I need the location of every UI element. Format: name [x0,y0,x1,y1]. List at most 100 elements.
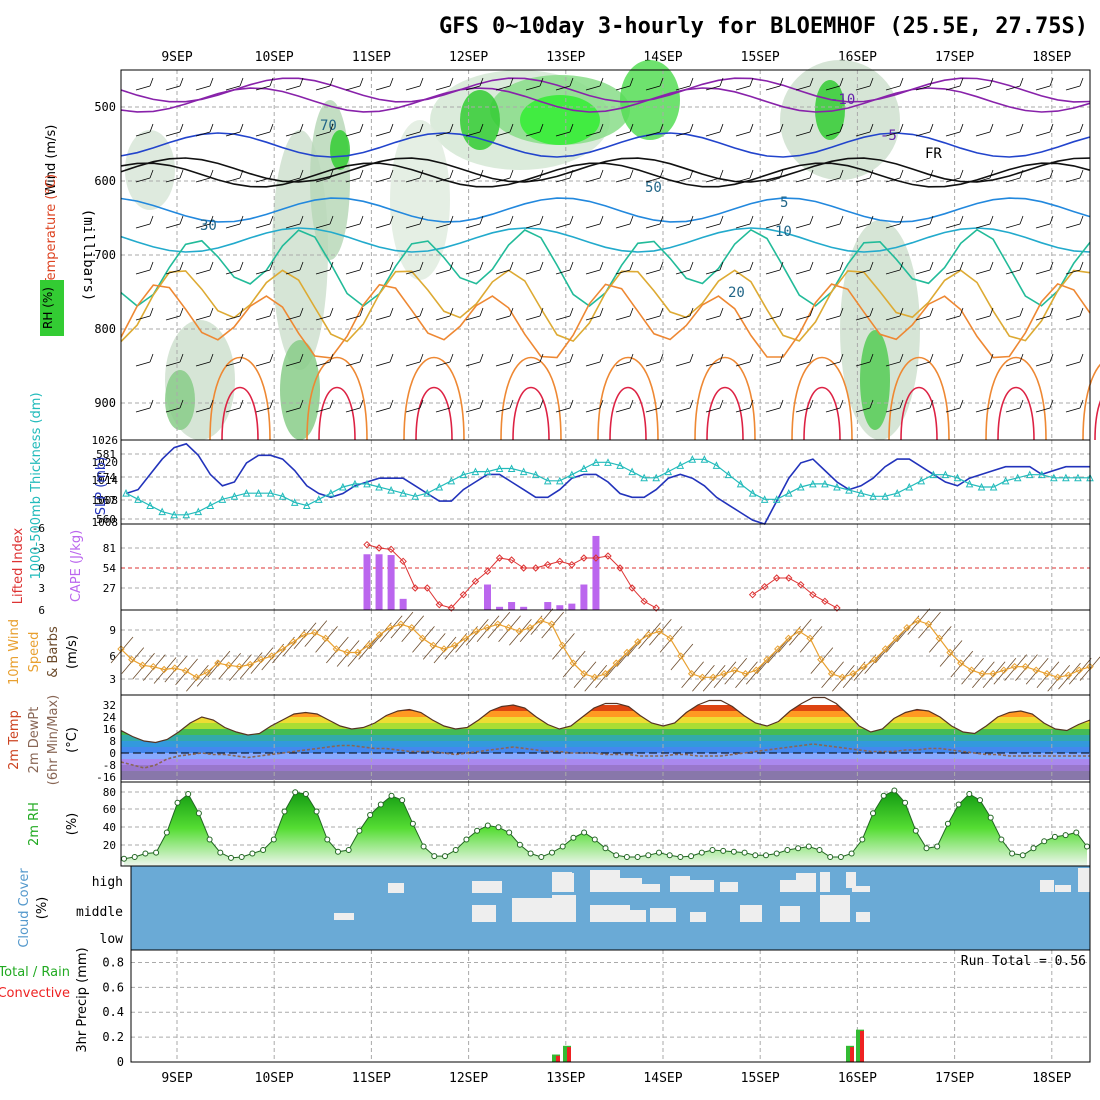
wind-barb [825,85,841,91]
li-point [435,600,444,609]
wind-barb [495,269,511,275]
rh-contour [840,220,920,440]
temperature-contour [791,356,853,441]
wind-barb [779,399,784,409]
rh-contour [860,330,890,430]
rh-point [730,848,737,855]
wind-barb [569,215,574,225]
date-label: 9SEP [161,50,192,65]
li-point [772,574,781,582]
rh-point [549,849,555,856]
wind-barb [255,85,271,91]
wind-barb [299,77,304,87]
wind-barb [1035,269,1051,275]
thickness-point [736,479,745,488]
cloud-block [796,873,816,892]
wind-barb [225,361,241,367]
rh-point [420,843,427,850]
wind-barb [945,361,961,367]
wind-barb [615,131,631,137]
wind-point [138,661,147,669]
temp-band [121,753,1090,759]
contour-label: -5 [880,128,897,144]
wind-barb [375,177,391,183]
wind-barb [1005,269,1021,275]
wind-point [451,641,459,650]
cape-bar [399,598,407,610]
wind-barb [885,315,901,321]
rh-contour [460,90,500,150]
wind-barb [195,223,211,229]
date-label: 11SEP [352,50,391,65]
wind-point [989,670,997,678]
cape-bar [580,584,588,610]
wind-barb [179,307,184,317]
rh-contour [815,80,845,140]
cloud-block [512,898,552,922]
rh-point [709,847,716,853]
rh-point [538,854,545,860]
wind-barb [329,215,334,225]
wind-barb [255,269,271,275]
wind-barb [719,353,724,363]
wind-barb [195,131,211,137]
wind-point [1010,662,1019,671]
wind-barb [945,131,961,137]
wind-barb [749,169,754,179]
wind-barb [584,665,608,692]
pressure-tick: 500 [94,100,116,114]
date-label: 18SEP [1032,1071,1071,1086]
wind-barb [389,307,394,317]
wind-barb [285,361,301,367]
wind-barb [359,353,364,363]
wind-barb [495,131,511,137]
legend-unit: (°C) [65,727,80,753]
wind-barb [269,123,274,133]
wind-point [827,670,836,678]
rh-point [977,797,983,804]
wind-barb [795,361,811,367]
li-line [607,555,621,569]
wind-barb [945,315,961,321]
temp-bands [121,705,1090,780]
wind-barb [779,353,784,363]
wind-barb [1035,85,1051,91]
wind-barb [1005,177,1021,183]
cloud-block [388,883,404,893]
rh-contour [165,370,195,430]
wind-barb [735,315,751,321]
li-point [447,604,456,612]
slp-tick: 1008 [92,516,119,529]
legend-speed: Speed [27,632,42,673]
wind-barb [419,261,424,271]
thickness-point [845,485,853,494]
wind-barb [509,77,514,87]
panel-frame [120,609,1091,696]
wind-barb [1079,215,1084,225]
wind-barb [795,177,811,183]
rh-point [741,849,748,856]
temperature-contour [120,162,1091,188]
wind-barb [585,315,601,321]
wind-barb [379,615,403,642]
thickness-point [760,495,769,503]
wind-barb [375,407,391,413]
wind-barb [525,177,541,183]
cape-tick: 27 [103,582,116,595]
wind-barb [179,77,184,87]
wind-barb [1065,177,1081,183]
rh-point [217,849,224,856]
rh2m-panel: 80 60 40 20 2m RH (%) [27,781,1091,867]
wind-point [580,670,588,678]
wind-barb [435,269,451,275]
thickness-tick: 567 [96,494,116,507]
wind-barb [809,307,814,317]
wind-barb [599,307,604,317]
wind-barb [285,177,301,183]
wind-barb [719,215,724,225]
wind-barb [713,661,737,689]
thickness-point [893,489,902,497]
li-point [640,597,648,606]
wind-barb [645,131,661,137]
wind-barb [405,407,421,413]
